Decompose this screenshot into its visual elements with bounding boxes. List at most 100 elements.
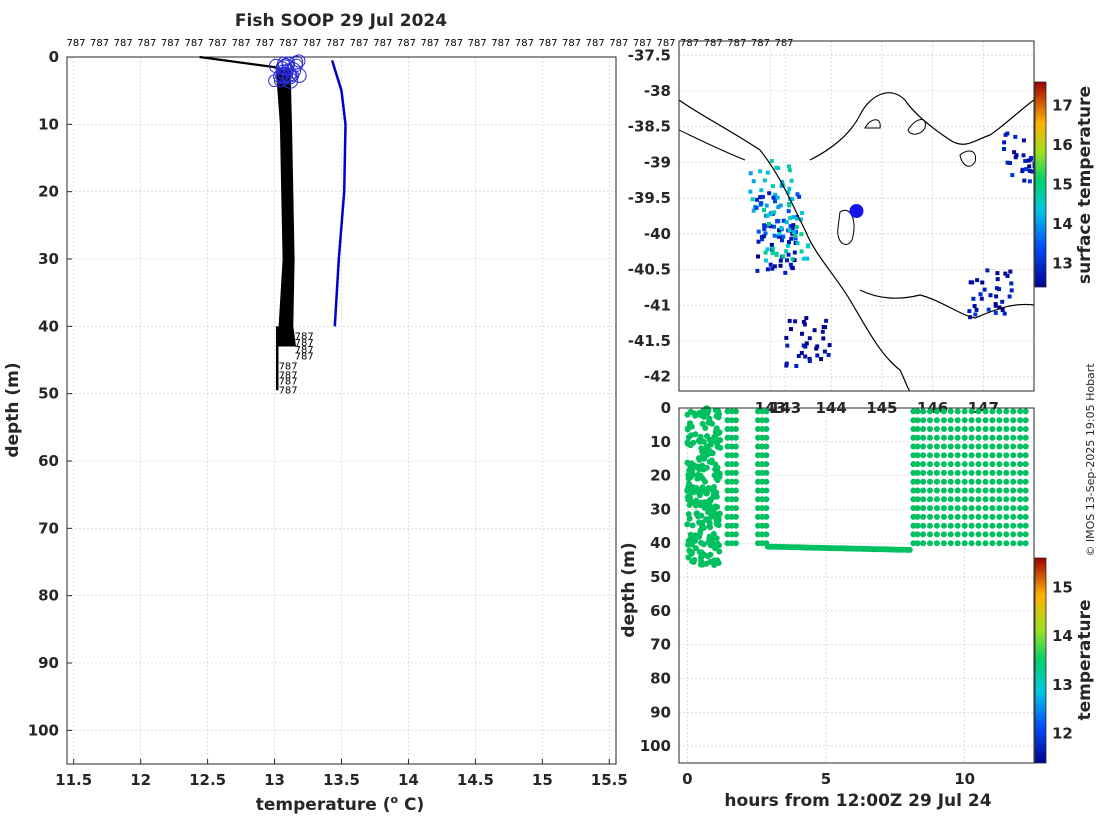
timeseries-point xyxy=(968,505,975,512)
timeseries-point xyxy=(724,426,731,432)
sst-pixel xyxy=(795,192,800,197)
sst-pixel xyxy=(794,225,799,230)
timeseries-point xyxy=(910,496,917,503)
sst-pixel xyxy=(1023,159,1028,163)
map-y-ticks: -37.5 -38 -38.5 -39 -39.5 -40 -40.5 -41 -41.5 -42 xyxy=(628,46,671,385)
timeseries-point xyxy=(961,487,968,494)
sst-pixel xyxy=(775,195,780,200)
map-lat-tick-label: -39.5 xyxy=(628,189,671,207)
sst-pixel xyxy=(793,236,798,241)
timeseries-point xyxy=(728,469,735,476)
sst-pixel xyxy=(804,341,809,346)
station-label: 787 xyxy=(90,38,109,49)
sst-pixel xyxy=(1032,161,1034,166)
timeseries-point xyxy=(704,433,710,440)
profile-y-tick-label: 100 xyxy=(28,721,59,739)
sst-pixel xyxy=(762,208,766,213)
timeseries-point xyxy=(914,408,921,415)
timeseries-point xyxy=(910,513,917,520)
sst-pixel xyxy=(777,234,782,239)
sst-pixel xyxy=(803,322,807,327)
timeseries-point xyxy=(989,513,996,520)
timeseries-point xyxy=(684,411,691,418)
timeseries-point xyxy=(763,426,770,432)
timeseries-point xyxy=(763,452,770,459)
timeseries-point xyxy=(707,498,714,504)
timeseries-point xyxy=(692,485,698,492)
timeseries-point xyxy=(1022,513,1029,520)
timeseries-point xyxy=(688,460,695,467)
timeseries-point xyxy=(703,516,710,523)
sst-pixel xyxy=(979,296,984,301)
timeseries-point xyxy=(728,478,735,485)
sst-pixel xyxy=(781,234,786,239)
sst-pixel xyxy=(799,351,804,355)
timeseries-point xyxy=(755,443,761,450)
temperature-colorbar-tick-label: 12 xyxy=(1052,725,1073,743)
timeseries-point xyxy=(755,426,761,432)
timeseries-point xyxy=(763,469,770,476)
sst-pixel xyxy=(769,159,774,163)
sst-colorbar-tick-label: 14 xyxy=(1052,215,1073,233)
timeseries-point xyxy=(1003,487,1010,494)
timeseries-point xyxy=(910,505,917,512)
timeseries-y-tick-label: 20 xyxy=(650,467,671,485)
timeseries-point xyxy=(1017,452,1024,459)
profile-y-tick-label: 40 xyxy=(38,317,59,335)
timeseries-point xyxy=(728,487,735,494)
sst-pixel xyxy=(772,224,776,229)
sst-pixel xyxy=(763,250,768,255)
timeseries-point xyxy=(1010,478,1017,485)
timeseries-y-tick-label: 40 xyxy=(650,534,671,552)
timeseries-point xyxy=(724,513,731,520)
timeseries-point xyxy=(996,513,1003,520)
sst-pixel xyxy=(997,287,1001,292)
timeseries-point xyxy=(996,452,1003,459)
profile-x-tick-label: 13.5 xyxy=(323,771,360,789)
sst-pixel xyxy=(762,227,767,232)
timeseries-point xyxy=(724,478,731,485)
timeseries-point xyxy=(697,499,704,506)
timeseries-point xyxy=(982,496,989,503)
timeseries-point xyxy=(707,420,714,426)
sst-pixel xyxy=(800,211,804,215)
timeseries-point xyxy=(989,434,996,441)
coastline-tasmania xyxy=(859,289,1034,319)
timeseries-point xyxy=(1017,522,1024,529)
timeseries-point xyxy=(933,496,940,503)
timeseries-point xyxy=(933,461,940,468)
timeseries-point xyxy=(763,487,770,494)
timeseries-point xyxy=(954,496,961,503)
coastline-shelf xyxy=(679,129,746,161)
timeseries-point xyxy=(910,408,917,415)
station-label: 787 xyxy=(774,38,793,49)
sst-pixel xyxy=(778,263,783,268)
timeseries-point xyxy=(947,452,954,459)
sst-pixel xyxy=(795,216,800,221)
station-label: 787 xyxy=(751,38,770,49)
timeseries-point xyxy=(989,505,996,512)
sst-pixel xyxy=(1030,169,1034,174)
profile-x-tick-label: 12 xyxy=(130,771,151,789)
timeseries-point xyxy=(954,408,961,415)
timeseries-point xyxy=(940,540,947,547)
sst-pixel xyxy=(765,213,770,218)
timeseries-point xyxy=(989,469,996,476)
station-label: 787 xyxy=(491,38,510,49)
timeseries-point xyxy=(989,417,996,424)
timeseries-point xyxy=(755,408,761,415)
timeseries-point xyxy=(714,467,720,474)
profile-panel: Fish SOOP 29 Jul 2024 787 787 787 787 787 787… xyxy=(3,11,794,815)
timeseries-point xyxy=(996,443,1003,450)
timeseries-point xyxy=(996,531,1003,538)
timeseries-x-tick-label: 10 xyxy=(954,770,975,788)
timeseries-point xyxy=(759,540,766,547)
timeseries-point xyxy=(989,408,996,415)
cast-label: 787 xyxy=(279,377,298,388)
timeseries-point xyxy=(685,541,692,548)
timeseries-point xyxy=(1022,478,1029,485)
map-axes-box xyxy=(678,40,1035,392)
timeseries-point xyxy=(706,458,713,465)
timeseries-point xyxy=(1003,434,1010,441)
king-island xyxy=(837,209,855,245)
